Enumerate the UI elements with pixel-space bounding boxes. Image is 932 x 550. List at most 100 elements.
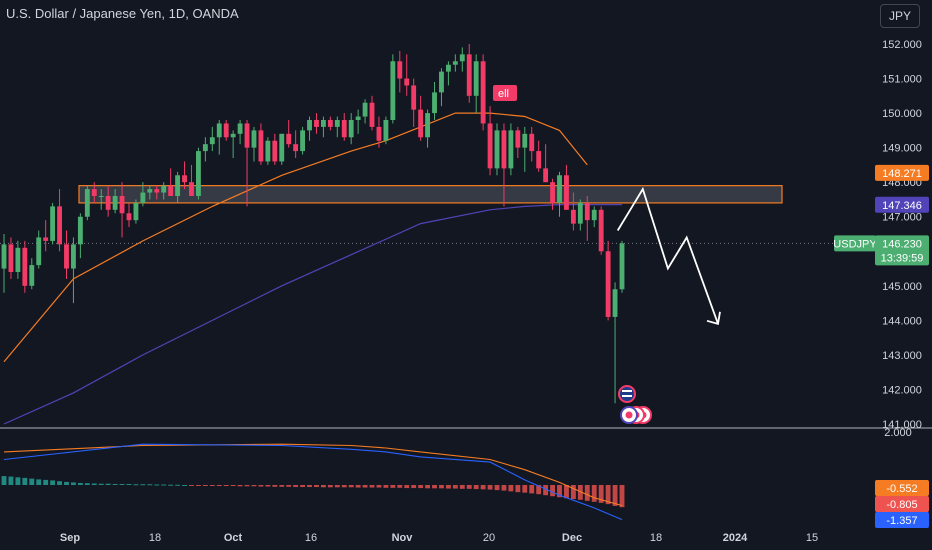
indicator-value-bg — [875, 480, 929, 496]
us-event-flag-icon[interactable] — [618, 385, 636, 403]
candle — [550, 178, 555, 210]
indicator-value-label: -0.552 — [875, 480, 929, 496]
candle — [237, 120, 243, 145]
histogram-bar — [369, 485, 375, 488]
time-tick-label: 20 — [483, 532, 495, 544]
candle-body — [459, 54, 465, 62]
histogram-bar — [77, 482, 83, 485]
histogram-bar — [536, 485, 542, 495]
candle — [598, 206, 604, 255]
candle-body — [612, 289, 618, 317]
current-price-value: 146.230 — [882, 238, 922, 250]
histogram-bar — [84, 483, 90, 485]
candle — [584, 196, 590, 241]
histogram-bar — [522, 485, 528, 493]
candle — [425, 109, 431, 148]
candle — [84, 185, 90, 221]
histogram-bar — [494, 485, 500, 491]
candle — [591, 206, 597, 228]
histogram-bar — [300, 485, 306, 488]
histogram-bar — [237, 485, 243, 487]
candle — [536, 140, 542, 172]
histogram-bar — [584, 485, 590, 501]
candle-body — [536, 151, 542, 169]
candle — [501, 123, 507, 207]
candle-body — [432, 92, 437, 114]
histogram-bar — [390, 485, 396, 488]
us-flag-stripe — [622, 395, 632, 397]
candle-body — [133, 202, 139, 221]
candle-body — [22, 247, 28, 286]
histogram-bar — [182, 485, 187, 486]
histogram-bar — [57, 481, 62, 485]
candle-body — [286, 133, 292, 145]
histogram-bar — [98, 483, 104, 485]
histogram-bar — [320, 485, 326, 488]
ma-value-label-text: 148.271 — [882, 168, 922, 180]
candle-body — [57, 206, 62, 245]
time-tick-label: Nov — [392, 532, 414, 544]
forecast-arrowhead-icon — [706, 311, 721, 325]
price-tick-label: 144.000 — [882, 315, 922, 327]
histogram-bar — [119, 483, 125, 485]
candle-body — [362, 102, 368, 117]
histogram-bar — [64, 481, 69, 485]
candle — [258, 123, 264, 165]
histogram-bar — [411, 485, 417, 489]
candle-body — [223, 123, 229, 138]
candle-body — [168, 185, 174, 196]
candle — [57, 189, 62, 252]
candle-body — [244, 123, 250, 148]
candle-body — [15, 247, 21, 272]
candle-body — [397, 61, 403, 79]
candle — [522, 126, 528, 172]
candle-body — [418, 109, 424, 138]
candle — [619, 240, 625, 293]
candle — [515, 126, 521, 158]
histogram-bar — [445, 485, 451, 489]
indicator-pane — [1, 443, 625, 521]
histogram-bar — [43, 479, 49, 485]
candle-body — [98, 196, 104, 197]
histogram-bar — [327, 485, 333, 488]
sell-signal-box — [493, 85, 517, 101]
candle-body — [195, 151, 201, 196]
price-tick-label: 142.000 — [882, 384, 922, 396]
jp-event-flag-icon[interactable] — [620, 406, 638, 424]
candle — [71, 237, 76, 304]
candle-body — [515, 130, 521, 148]
candle-body — [307, 120, 312, 131]
histogram-bar — [91, 483, 97, 485]
candle-body — [543, 168, 549, 183]
histogram-bar — [557, 485, 562, 498]
candle-body — [439, 71, 444, 93]
candle — [202, 137, 208, 162]
candle — [126, 202, 132, 228]
jp-flag-sun — [625, 411, 633, 419]
candle — [445, 61, 451, 86]
candle-body — [314, 120, 319, 127]
candle — [154, 185, 160, 200]
forecast-arrow-path — [616, 186, 719, 325]
candle — [577, 199, 583, 231]
histogram-bar — [195, 485, 201, 486]
candle-body — [91, 189, 97, 196]
candle — [29, 258, 35, 290]
currency-button[interactable]: JPY — [880, 4, 920, 28]
histogram-bar — [348, 485, 354, 488]
candle — [279, 133, 285, 165]
candle-body — [202, 144, 208, 152]
histogram-bar — [432, 485, 437, 489]
candle-body — [605, 251, 611, 317]
histogram-bar — [612, 485, 618, 506]
candle — [244, 120, 250, 207]
chart-title: U.S. Dollar / Japanese Yen, 1D, OANDA — [6, 6, 239, 21]
time-tick-label: 15 — [806, 532, 818, 544]
candle — [147, 185, 153, 200]
candle — [557, 171, 562, 217]
candle-body — [50, 206, 56, 241]
candle — [223, 120, 229, 141]
histogram-bar — [105, 483, 111, 485]
bar-countdown: 13:39:59 — [881, 252, 924, 264]
